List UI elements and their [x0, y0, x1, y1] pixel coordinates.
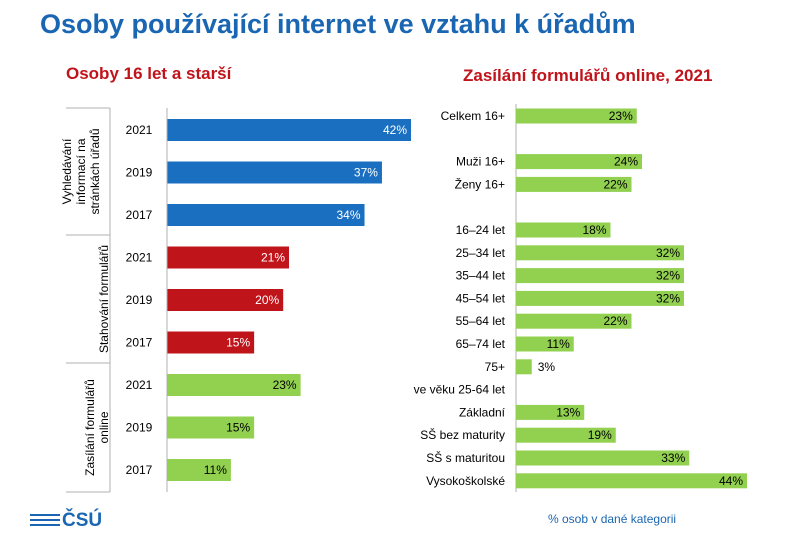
left-bar-chart: Vyhledávání informací na stránkách úřadů 20… [60, 107, 411, 493]
category-label: Muži 16+ [456, 155, 505, 169]
year-label: 2021 [126, 378, 153, 392]
bar [516, 268, 684, 284]
year-label: 2021 [126, 251, 153, 265]
right-chart-subtitle: Zasílání formulářů online, 2021 [463, 66, 713, 85]
bar [516, 245, 684, 261]
data-label: 42% [383, 123, 407, 137]
left-chart-subtitle: Osoby 16 let a starší [66, 64, 232, 83]
category-label: 55–64 let [456, 314, 506, 328]
bar [516, 427, 616, 443]
data-label: 33% [661, 451, 685, 465]
data-label: 34% [336, 208, 360, 222]
category-label: 75+ [485, 360, 505, 374]
bar [167, 119, 411, 141]
data-label: 32% [656, 269, 680, 283]
category-label: 65–74 let [456, 337, 506, 351]
category-label: 35–44 let [456, 269, 506, 283]
year-label: 2019 [126, 166, 153, 180]
footnote: % osob v dané kategorii [548, 512, 677, 526]
category-label: Celkem 16+ [441, 109, 505, 123]
page-title: Osoby používající internet ve vztahu k ú… [40, 9, 636, 39]
category-label: Ženy 16+ [455, 176, 505, 191]
category-label: Vysokoškolské [426, 474, 505, 488]
bar [167, 289, 284, 311]
bar [516, 473, 747, 489]
data-label: 32% [656, 246, 680, 260]
group-label: Zasílání formulářů [83, 379, 97, 476]
bar [516, 336, 574, 352]
category-label: 45–54 let [456, 291, 506, 305]
category-label: SŠ s maturitou [426, 450, 505, 465]
bar [167, 161, 382, 184]
bar [167, 331, 255, 354]
year-label: 2017 [126, 208, 153, 222]
bar [167, 204, 365, 226]
bar [516, 222, 611, 238]
data-label: 32% [656, 291, 680, 305]
category-label: Základní [459, 405, 506, 419]
group-label: stránkách úřadů [88, 128, 102, 214]
csu-logo-icon [30, 514, 60, 530]
year-label: 2017 [126, 336, 153, 350]
csu-logo-text: ČSÚ [62, 510, 103, 531]
bar [167, 246, 289, 269]
category-label: 16–24 let [456, 223, 506, 237]
data-label: 24% [614, 155, 638, 169]
bar [516, 290, 684, 306]
group-label: informací na [74, 138, 88, 204]
data-label: 22% [603, 314, 627, 328]
bar [516, 176, 632, 192]
data-label: 11% [204, 463, 227, 477]
data-label: 20% [255, 293, 279, 307]
data-label: 15% [226, 336, 250, 350]
data-label: 44% [719, 474, 743, 488]
right-bar-chart: Celkem 16+ 23% Muži 16+ 24% Ženy 16+ 22% 16–24… [414, 104, 747, 492]
data-label: 21% [261, 251, 285, 265]
year-label: 2019 [126, 421, 153, 435]
bar [167, 416, 255, 439]
data-label: 18% [582, 223, 606, 237]
bar [516, 108, 637, 124]
data-label: 11% [547, 337, 570, 351]
category-label: ve věku 25-64 let [414, 383, 506, 397]
category-label: SŠ bez maturity [420, 427, 505, 442]
bar [516, 359, 532, 375]
bar [516, 450, 690, 466]
group-label: online [97, 411, 111, 443]
group-label: Vyhledávání [60, 138, 74, 204]
data-label: 22% [603, 177, 627, 191]
data-label: 3% [538, 360, 556, 374]
data-label: 15% [226, 421, 250, 435]
bar [516, 154, 642, 170]
data-label: 23% [609, 109, 633, 123]
year-label: 2021 [126, 123, 153, 137]
data-label: 13% [556, 405, 580, 419]
data-label: 23% [273, 378, 297, 392]
year-label: 2019 [126, 293, 153, 307]
group-label: Stahování formulářů [97, 245, 111, 353]
data-label: 37% [354, 166, 378, 180]
bar [167, 374, 301, 396]
category-label: 25–34 let [456, 246, 506, 260]
year-label: 2017 [126, 463, 153, 477]
bar [516, 313, 632, 329]
bar [516, 404, 585, 420]
bar [167, 459, 231, 481]
data-label: 19% [588, 428, 612, 442]
